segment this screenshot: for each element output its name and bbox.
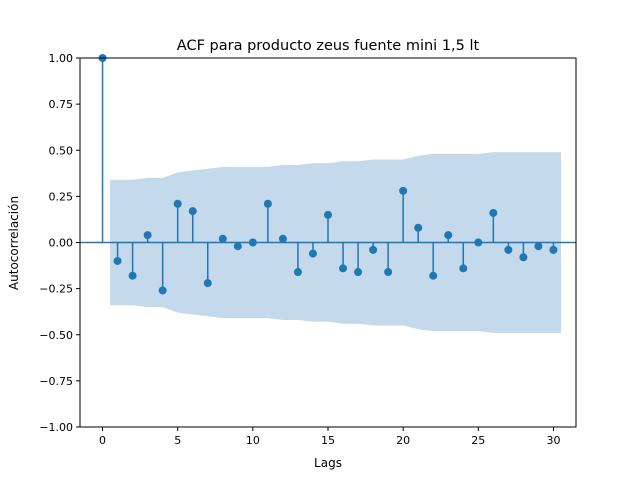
marker-lag-12 bbox=[278, 234, 287, 243]
y-tick-label-6: 0.50 bbox=[49, 144, 74, 157]
chart-title: ACF para producto zeus fuente mini 1,5 l… bbox=[177, 38, 480, 54]
y-tick-label-7: 0.75 bbox=[49, 98, 74, 111]
y-axis-ticks: −1.00 −0.75 −0.50 −0.25 0.00 0.25 0.50 0.75 1.00 bbox=[39, 52, 80, 434]
marker-lag-21 bbox=[414, 223, 423, 232]
marker-lag-10 bbox=[248, 238, 257, 247]
x-tick-label-20: 20 bbox=[396, 434, 410, 447]
marker-lag-9 bbox=[233, 242, 242, 251]
y-axis-label: Autocorrelación bbox=[7, 196, 21, 290]
y-tick-label-3: −0.25 bbox=[39, 283, 73, 296]
marker-lag-7 bbox=[203, 279, 212, 288]
y-tick-label-1: −0.75 bbox=[39, 375, 73, 388]
x-tick-label-30: 30 bbox=[546, 434, 560, 447]
x-tick-label-25: 25 bbox=[471, 434, 485, 447]
marker-lag-25 bbox=[474, 238, 483, 247]
marker-lag-29 bbox=[534, 242, 543, 251]
marker-lag-20 bbox=[399, 186, 408, 195]
marker-lag-28 bbox=[519, 253, 528, 262]
marker-lag-27 bbox=[504, 245, 513, 254]
marker-lag-4 bbox=[158, 286, 167, 295]
x-tick-label-15: 15 bbox=[321, 434, 335, 447]
marker-lag-14 bbox=[308, 249, 317, 258]
marker-lag-15 bbox=[324, 210, 332, 219]
marker-lag-19 bbox=[384, 268, 393, 277]
marker-lag-2 bbox=[128, 271, 137, 280]
marker-lag-16 bbox=[339, 264, 348, 273]
y-tick-label-0: −1.00 bbox=[39, 421, 73, 434]
marker-lag-6 bbox=[188, 207, 197, 216]
marker-lag-26 bbox=[489, 208, 498, 217]
x-tick-label-10: 10 bbox=[246, 434, 260, 447]
x-axis-ticks: 0 5 10 15 20 25 30 bbox=[99, 427, 560, 447]
y-tick-label-8: 1.00 bbox=[49, 52, 74, 65]
marker-lag-13 bbox=[293, 268, 302, 277]
marker-lag-30 bbox=[549, 245, 558, 254]
marker-lag-22 bbox=[429, 271, 438, 280]
marker-lag-1 bbox=[113, 256, 122, 265]
marker-lag-5 bbox=[173, 199, 182, 208]
x-axis-label: Lags bbox=[314, 456, 342, 470]
marker-lag-18 bbox=[369, 245, 378, 254]
marker-lag-24 bbox=[459, 264, 468, 273]
x-tick-label-5: 5 bbox=[174, 434, 181, 447]
y-tick-label-4: 0.00 bbox=[49, 237, 74, 250]
marker-lag-11 bbox=[263, 199, 272, 208]
y-tick-label-2: −0.50 bbox=[39, 329, 73, 342]
marker-lag-8 bbox=[218, 234, 227, 243]
marker-lag-23 bbox=[444, 231, 453, 240]
marker-lag-17 bbox=[354, 268, 363, 277]
marker-layer bbox=[98, 54, 558, 295]
y-tick-label-5: 0.25 bbox=[49, 190, 74, 203]
x-tick-label-0: 0 bbox=[99, 434, 106, 447]
marker-lag-3 bbox=[143, 231, 152, 240]
